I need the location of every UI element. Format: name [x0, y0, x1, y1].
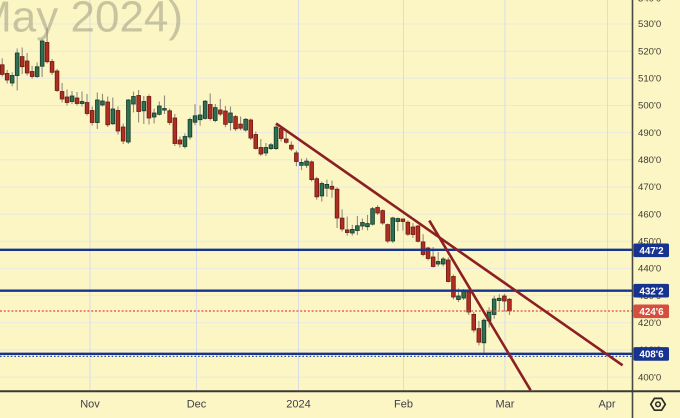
svg-text:500'0: 500'0	[638, 101, 661, 112]
svg-text:490'0: 490'0	[638, 128, 661, 139]
svg-text:440'0: 440'0	[638, 264, 661, 275]
svg-text:447'2: 447'2	[639, 246, 664, 257]
svg-text:540'0: 540'0	[638, 0, 661, 5]
svg-text:450'0: 450'0	[638, 237, 661, 248]
svg-text:Dec: Dec	[187, 399, 207, 411]
svg-text:Nov: Nov	[80, 399, 100, 411]
svg-text:510'0: 510'0	[638, 74, 661, 85]
svg-text:424'6: 424'6	[639, 307, 664, 318]
svg-text:480'0: 480'0	[638, 155, 661, 166]
svg-text:400'0: 400'0	[638, 372, 661, 383]
svg-text:540'0: 540'0	[638, 0, 661, 3]
svg-text:408'6: 408'6	[639, 350, 664, 361]
svg-text:(May 2024): (May 2024)	[0, 0, 183, 42]
svg-text:470'0: 470'0	[638, 182, 661, 193]
svg-text:460'0: 460'0	[638, 209, 661, 220]
svg-text:530'0: 530'0	[638, 19, 661, 30]
svg-text:420'0: 420'0	[638, 318, 661, 329]
svg-text:Mar: Mar	[496, 399, 515, 411]
svg-text:432'2: 432'2	[639, 286, 664, 297]
svg-text:Apr: Apr	[598, 399, 615, 411]
svg-text:Feb: Feb	[394, 399, 413, 411]
svg-text:520'0: 520'0	[638, 46, 661, 57]
svg-text:2024: 2024	[286, 399, 310, 411]
